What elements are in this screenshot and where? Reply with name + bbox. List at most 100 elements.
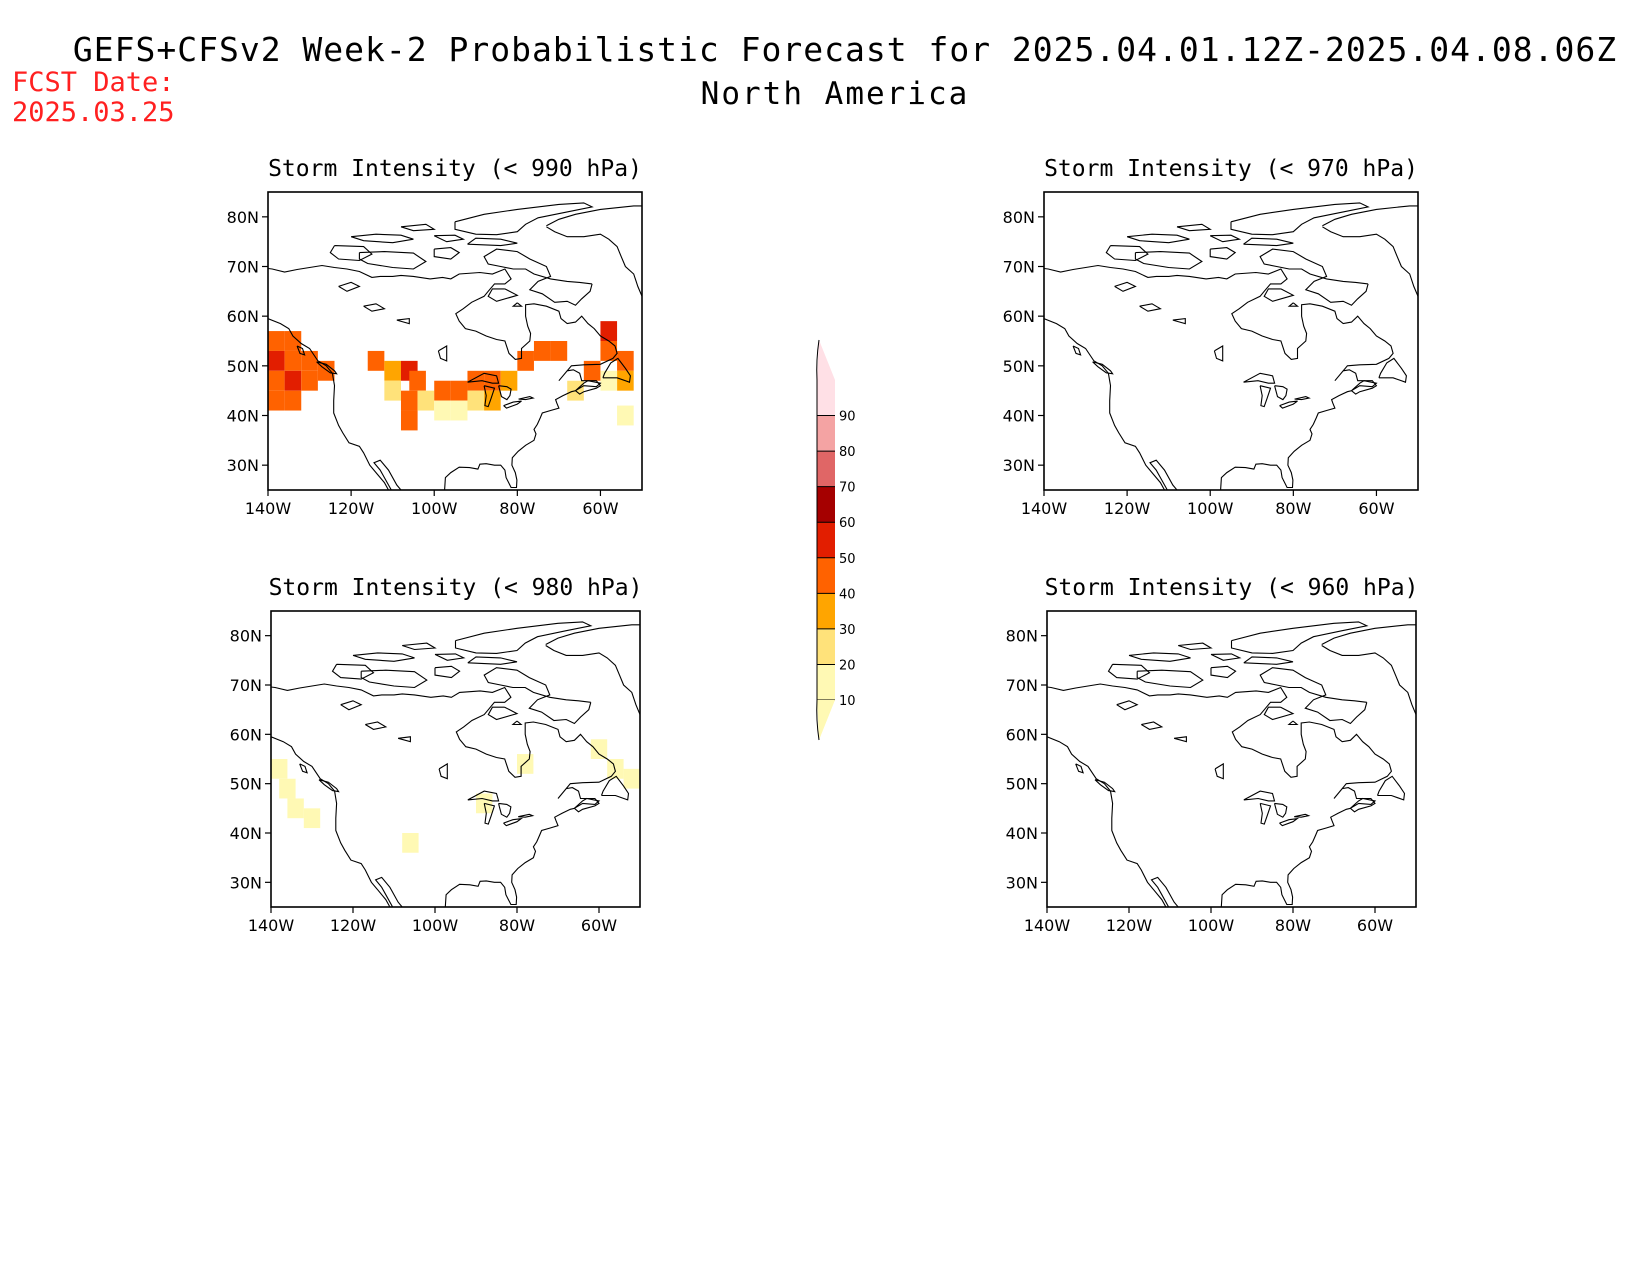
coastline [360, 669, 428, 689]
lon-tick-label: 140W [248, 916, 295, 935]
probability-cell [434, 400, 451, 421]
colorbar-label: 70 [839, 481, 856, 496]
coastline [1072, 345, 1082, 356]
lon-tick-label: 80W [499, 916, 535, 935]
coastline [1210, 653, 1242, 661]
coastline [299, 763, 308, 774]
forecast-date-block: FCST Date: 2025.03.25 [12, 68, 175, 128]
coastline [545, 645, 640, 715]
coastline [602, 357, 631, 383]
coastline [316, 361, 338, 375]
colorbar-segment [817, 557, 835, 594]
coastline [1075, 763, 1084, 774]
coastline [467, 237, 518, 247]
coastline [271, 683, 617, 907]
lat-tick-label: 40N [1006, 824, 1038, 843]
colorbar: 10 20 30 40 50 60 70 80 90 [816, 339, 856, 741]
colorbar-segment [817, 486, 835, 523]
coastline [400, 223, 436, 232]
colorbar-segment [817, 522, 835, 558]
coastline [1274, 385, 1288, 401]
lat-tick-label: 80N [230, 627, 262, 646]
panel-title: Storm Intensity (< 980 hPa) [269, 575, 643, 601]
lon-tick-label: 60W [581, 916, 617, 935]
coastline [498, 802, 512, 818]
coastlines [268, 202, 642, 490]
coastline [518, 813, 535, 818]
probability-cell [500, 370, 518, 391]
probability-cell [450, 380, 468, 401]
coastline [268, 318, 402, 490]
lat-tick-label: 30N [1006, 873, 1038, 892]
probability-cell [268, 390, 285, 411]
coastline [1044, 264, 1394, 490]
coastline [340, 700, 363, 711]
lon-tick-label: 120W [330, 916, 377, 935]
lon-tick-label: 100W [412, 916, 459, 935]
coastline [397, 736, 411, 743]
coastline [1259, 802, 1272, 825]
probability-cell [434, 380, 451, 401]
coastline [318, 779, 340, 793]
probability-cell [400, 390, 418, 411]
probability-cell [409, 370, 426, 391]
lat-tick-label: 70N [230, 676, 262, 695]
probability-cell [600, 341, 618, 361]
map-frame [1046, 610, 1417, 908]
map-frame [270, 610, 641, 908]
lon-tick-label: 140W [1021, 499, 1068, 518]
coastline [365, 721, 388, 730]
coastline [1243, 790, 1276, 802]
panel-title: Storm Intensity (< 960 hPa) [1045, 575, 1419, 601]
probability-cell [317, 360, 335, 381]
colorbar-top-edge [816, 339, 820, 381]
probability-cell [303, 808, 321, 829]
coastline [1321, 645, 1416, 715]
coastline [1243, 372, 1276, 384]
probability-cell [617, 405, 634, 426]
lon-tick-label: 100W [411, 499, 458, 518]
coastline [1287, 720, 1299, 726]
probability-cell [284, 350, 302, 371]
lat-tick-label: 50N [227, 357, 259, 376]
coastline [1126, 233, 1190, 244]
probability-cell [367, 350, 385, 371]
coastline [1114, 281, 1137, 292]
coastline [1092, 361, 1114, 375]
probability-cell [284, 370, 302, 391]
lon-tick-label: 120W [1106, 916, 1153, 935]
coastline [545, 624, 640, 645]
coastline [454, 621, 593, 654]
probability-cell [607, 759, 624, 779]
probability-cell [617, 350, 634, 371]
coastline [1139, 303, 1162, 312]
colorbar-segment [817, 415, 835, 452]
colorbar-label: 20 [839, 658, 856, 673]
probability-cell [268, 331, 285, 351]
lat-tick-label: 50N [230, 775, 262, 794]
lat-tick-label: 80N [1003, 208, 1035, 227]
lat-tick-label: 40N [1003, 407, 1035, 426]
lon-tick-label: 100W [1188, 916, 1235, 935]
coastline [546, 226, 642, 297]
coastline [352, 652, 415, 662]
panel-title: Storm Intensity (< 970 hPa) [1044, 156, 1418, 182]
coastline [454, 202, 594, 236]
probability-shading [271, 739, 640, 853]
colorbar-segment [817, 628, 835, 665]
lat-tick-label: 30N [1003, 456, 1035, 475]
coastline [1322, 226, 1418, 297]
coastline [487, 288, 519, 302]
coastline [1376, 775, 1406, 801]
coastline [1209, 234, 1242, 243]
lat-tick-label: 40N [227, 407, 259, 426]
map-frame [1043, 191, 1419, 491]
coastline [434, 665, 461, 679]
coastline [437, 345, 448, 362]
probability-cell [590, 739, 608, 759]
coastline [483, 802, 496, 825]
coastline [1136, 669, 1204, 689]
lon-tick-label: 140W [245, 499, 292, 518]
lon-tick-label: 80W [499, 499, 535, 518]
